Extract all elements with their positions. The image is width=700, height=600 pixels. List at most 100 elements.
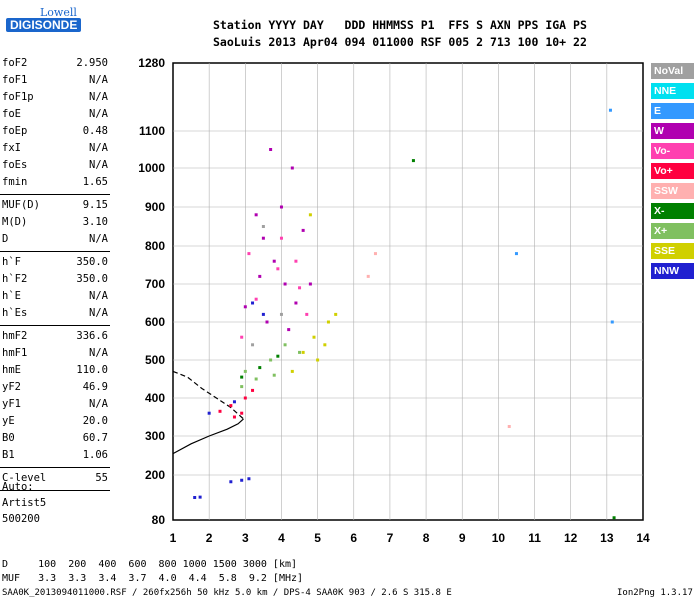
param-key: yE [2,415,15,427]
data-point-vo [298,286,302,290]
param-row: h`F2 350.0 [2,273,108,289]
param-key: foEs [2,159,28,171]
legend-item-nnw: NNW [651,263,694,279]
x-tick-label: 10 [492,531,506,545]
note-artist: Artist5 [2,497,47,509]
param-key: fmin [2,176,28,188]
param-value: 1.06 [82,449,108,461]
profile-trace [172,418,244,455]
data-point-nnw [240,478,244,482]
param-value: N/A [89,307,108,319]
data-point-w [308,282,312,286]
data-point-x [258,366,262,370]
data-point-vo [294,259,298,263]
param-row: h`F 350.0 [2,256,108,272]
param-row: foE N/A [2,108,108,124]
param-value: 110.0 [76,364,108,376]
y-tick-label: 1100 [139,124,165,138]
x-tick-label: 8 [423,531,430,545]
y-tick-label: 400 [145,391,165,405]
legend-item-ssw: SSW [651,183,694,199]
data-point-vo [232,415,236,419]
data-point-vo [218,409,222,413]
param-value: 20.0 [82,415,108,427]
y-tick-label: 80 [152,513,166,527]
data-point-nnw [261,312,265,316]
data-point-vo [247,252,251,256]
y-tick-label: 200 [145,468,165,482]
x-tick-label: 7 [387,531,394,545]
data-point-vo [254,297,258,301]
data-point-x [240,375,244,379]
param-row: foEs N/A [2,159,108,175]
data-point-x [269,358,273,362]
param-value: 55 [95,472,108,484]
data-point-x [298,350,302,354]
data-point-vo [243,396,247,400]
data-point-ssw [373,252,377,256]
note-auto: Auto: [2,481,34,493]
param-separator [0,490,110,491]
data-point-nnw [229,480,233,484]
param-row: foF2 2.950 [2,57,108,73]
param-row: M(D) 3.10 [2,216,108,232]
data-point-nnw [232,400,236,404]
legend-item-x: X- [651,203,694,219]
param-row: yF1 N/A [2,398,108,414]
param-value: 336.6 [76,330,108,342]
param-row: B1 1.06 [2,449,108,465]
data-point-vo [279,236,283,240]
param-row: B0 60.7 [2,432,108,448]
data-point-vo [229,404,233,408]
logo-digisonde: DIGISONDE [6,18,82,32]
param-row: hmF2 336.6 [2,330,108,346]
data-point-ssw [366,274,370,278]
logo-lowell: Lowell [40,6,77,19]
param-key: h`Es [2,307,28,319]
param-value: 0.48 [82,125,108,137]
x-tick-label: 13 [600,531,614,545]
legend-item-noval: NoVal [651,63,694,79]
param-row: h`E N/A [2,290,108,306]
param-key: h`F [2,256,21,268]
data-point-w [301,228,305,232]
param-key: foEp [2,125,28,137]
data-point-e [514,252,518,256]
data-point-w [290,166,294,170]
data-point-sse [316,358,320,362]
data-point-w [258,274,262,278]
param-value: N/A [89,347,108,359]
x-tick-label: 1 [170,531,177,545]
data-point-e [610,320,614,324]
param-row: hmE 110.0 [2,364,108,380]
param-value: N/A [89,108,108,120]
param-value: 60.7 [82,432,108,444]
y-tick-label: 800 [145,239,165,253]
data-point-w [287,328,291,332]
param-row: D N/A [2,233,108,249]
footer-muf-row: MUF 3.3 3.3 3.4 3.7 4.0 4.4 5.8 9.2 [MHz… [2,573,304,584]
param-value: 3.10 [82,216,108,228]
data-point-x [254,377,258,381]
data-point-sse [290,369,294,373]
param-key: fxI [2,142,21,154]
param-row: hmF1 N/A [2,347,108,363]
data-point-sse [326,320,330,324]
data-point-x [411,159,415,163]
param-key: foE [2,108,21,120]
param-value: N/A [89,159,108,171]
param-key: B0 [2,432,15,444]
data-point-w [254,213,258,217]
x-tick-label: 14 [636,531,650,545]
data-point-sse [308,213,312,217]
data-point-vo [240,411,244,415]
legend-item-sse: SSE [651,243,694,259]
data-point-vo [305,312,309,316]
header-line-2: SaoLuis 2013 Apr04 094 011000 RSF 005 2 … [213,35,587,49]
param-separator [0,194,110,195]
param-key: yF2 [2,381,21,393]
param-row: foF1 N/A [2,74,108,90]
data-point-w [279,205,283,209]
y-tick-label: 900 [145,200,165,214]
data-point-x [243,369,247,373]
